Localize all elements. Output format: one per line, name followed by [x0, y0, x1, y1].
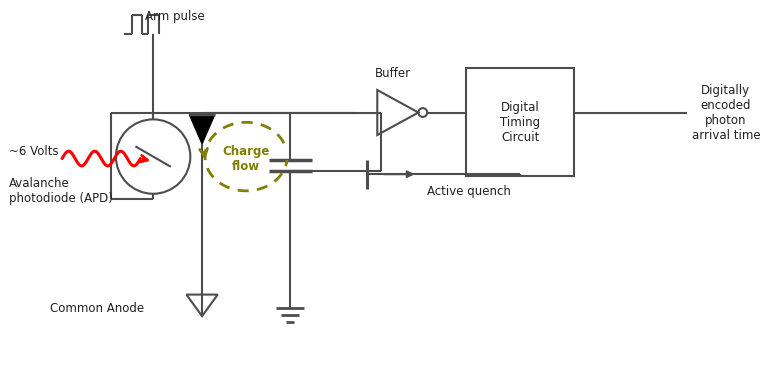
Text: Arm pulse: Arm pulse — [146, 10, 205, 23]
Polygon shape — [190, 115, 215, 144]
Text: Digital
Timing
Circuit: Digital Timing Circuit — [500, 101, 540, 144]
Text: ~6 Volts: ~6 Volts — [9, 145, 59, 158]
Text: Digitally
encoded
photon
arrival time: Digitally encoded photon arrival time — [691, 83, 760, 142]
Text: Common Anode: Common Anode — [50, 302, 145, 315]
Text: Buffer: Buffer — [375, 67, 411, 80]
Text: Charge
flow: Charge flow — [222, 145, 270, 172]
Bar — [467, 68, 574, 176]
Text: Active quench: Active quench — [427, 185, 511, 198]
Text: Avalanche
photodiode (APD): Avalanche photodiode (APD) — [9, 177, 113, 205]
